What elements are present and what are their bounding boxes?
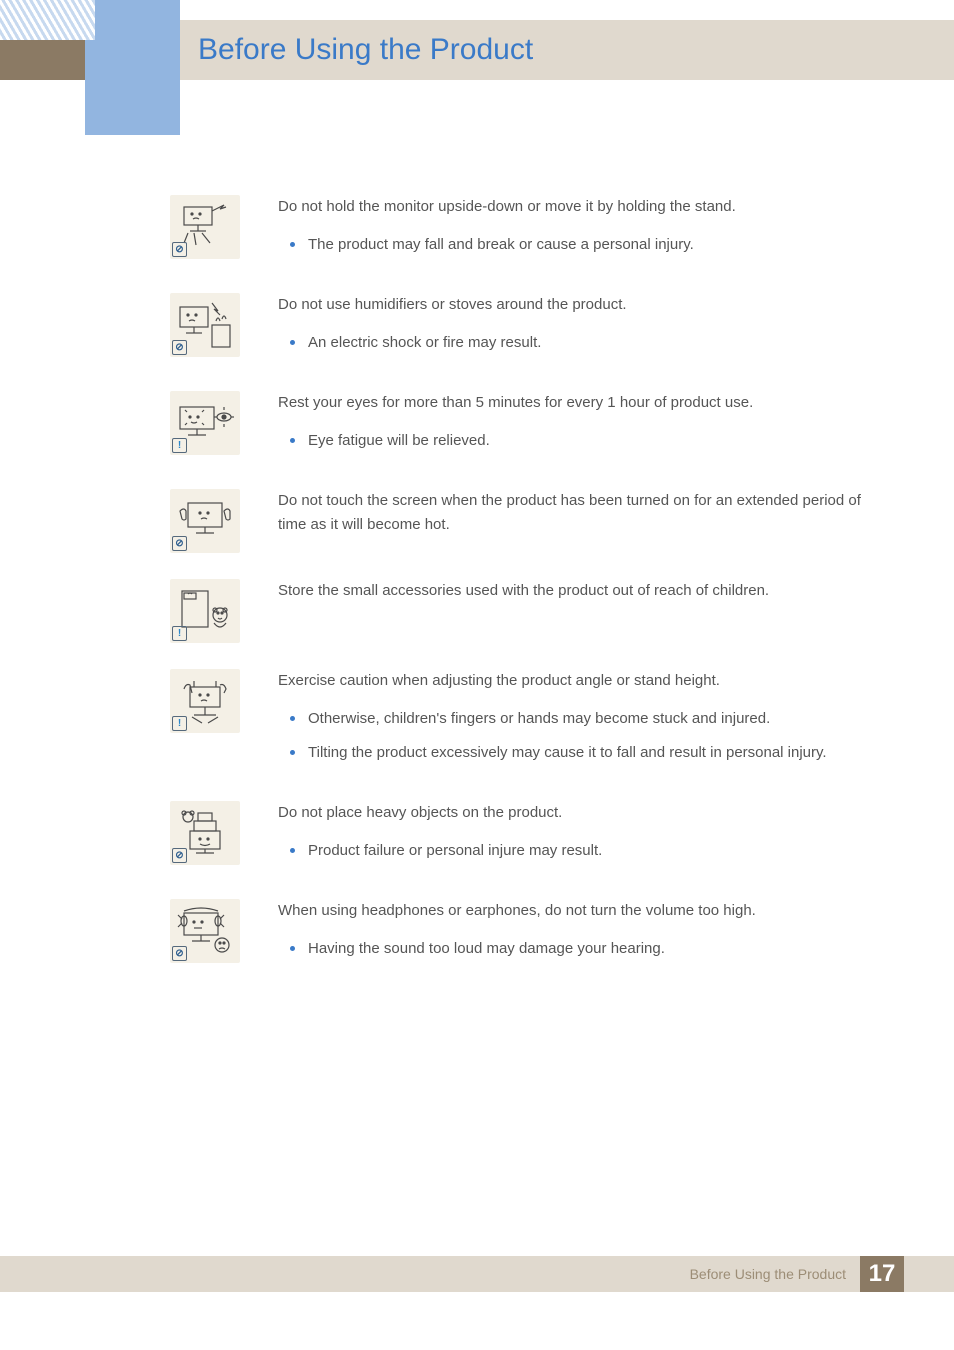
- warning-text: Rest your eyes for more than 5 minutes f…: [278, 391, 874, 463]
- warning-icon: ⊘: [170, 489, 240, 553]
- footer-band: Before Using the Product 17: [0, 1256, 954, 1292]
- warning-text: Do not use humidifiers or stoves around …: [278, 293, 874, 365]
- info-badge-icon: !: [172, 626, 187, 641]
- prohibit-badge-icon: ⊘: [172, 340, 187, 355]
- warning-bullet: The product may fall and break or cause …: [308, 233, 874, 257]
- warning-row: ⊘ Do not hold the monitor upside-down or …: [170, 195, 874, 267]
- warning-bullet-list: Product failure or personal injure may r…: [278, 839, 874, 863]
- warning-text: Store the small accessories used with th…: [278, 579, 874, 617]
- warning-row: ⊘ When using headphones or earphones, do …: [170, 899, 874, 971]
- warning-icon: ⊘: [170, 801, 240, 865]
- warning-row: ⊘ Do not use humidifiers or stoves around…: [170, 293, 874, 365]
- warning-icon: ⊘: [170, 293, 240, 357]
- warning-bullet: Otherwise, children's fingers or hands m…: [308, 707, 874, 731]
- warning-icon: !: [170, 391, 240, 455]
- prohibit-badge-icon: ⊘: [172, 946, 187, 961]
- content-area: ⊘ Do not hold the monitor upside-down or …: [170, 195, 874, 997]
- warning-icon: !: [170, 669, 240, 733]
- warning-bullet-list: The product may fall and break or cause …: [278, 233, 874, 257]
- warning-icon: ⊘: [170, 195, 240, 259]
- warning-bullet: Having the sound too loud may damage you…: [308, 937, 874, 961]
- warning-bullet-list: An electric shock or fire may result.: [278, 331, 874, 355]
- left-accent-block: [85, 0, 180, 135]
- warning-row: ⊘ Do not place heavy objects on the produ…: [170, 801, 874, 873]
- warning-heading: Store the small accessories used with th…: [278, 579, 874, 603]
- warning-text: Do not touch the screen when the product…: [278, 489, 874, 551]
- warning-heading: When using headphones or earphones, do n…: [278, 899, 874, 923]
- prohibit-badge-icon: ⊘: [172, 536, 187, 551]
- warning-heading: Do not hold the monitor upside-down or m…: [278, 195, 874, 219]
- warning-bullet-list: Otherwise, children's fingers or hands m…: [278, 707, 874, 765]
- warning-bullet-list: Having the sound too loud may damage you…: [278, 937, 874, 961]
- page-number: 17: [860, 1256, 904, 1292]
- warning-text: Do not place heavy objects on the produc…: [278, 801, 874, 873]
- warning-bullet: Tilting the product excessively may caus…: [308, 741, 874, 765]
- warning-bullet: An electric shock or fire may result.: [308, 331, 874, 355]
- warning-heading: Rest your eyes for more than 5 minutes f…: [278, 391, 874, 415]
- warning-heading: Do not place heavy objects on the produc…: [278, 801, 874, 825]
- footer-label: Before Using the Product: [690, 1266, 846, 1282]
- warning-bullet-list: Eye fatigue will be relieved.: [278, 429, 874, 453]
- warning-row: ! Store the small accessories used with t…: [170, 579, 874, 643]
- warning-heading: Do not use humidifiers or stoves around …: [278, 293, 874, 317]
- warning-icon: !: [170, 579, 240, 643]
- info-badge-icon: !: [172, 438, 187, 453]
- warning-heading: Do not touch the screen when the product…: [278, 489, 874, 537]
- prohibit-badge-icon: ⊘: [172, 242, 187, 257]
- warning-bullet: Product failure or personal injure may r…: [308, 839, 874, 863]
- warning-icon: ⊘: [170, 899, 240, 963]
- info-badge-icon: !: [172, 716, 187, 731]
- warning-row: ⊘ Do not touch the screen when the produc…: [170, 489, 874, 553]
- warning-bullet: Eye fatigue will be relieved.: [308, 429, 874, 453]
- corner-hatch: [0, 0, 95, 40]
- header-band-light: Before Using the Product: [180, 20, 954, 80]
- warning-heading: Exercise caution when adjusting the prod…: [278, 669, 874, 693]
- warning-text: Do not hold the monitor upside-down or m…: [278, 195, 874, 267]
- warning-text: Exercise caution when adjusting the prod…: [278, 669, 874, 775]
- warning-row: ! Rest your eyes for more than 5 minutes …: [170, 391, 874, 463]
- page-title: Before Using the Product: [198, 33, 533, 67]
- warning-row: ! Exercise caution when adjusting the pro…: [170, 669, 874, 775]
- warning-text: When using headphones or earphones, do n…: [278, 899, 874, 971]
- prohibit-badge-icon: ⊘: [172, 848, 187, 863]
